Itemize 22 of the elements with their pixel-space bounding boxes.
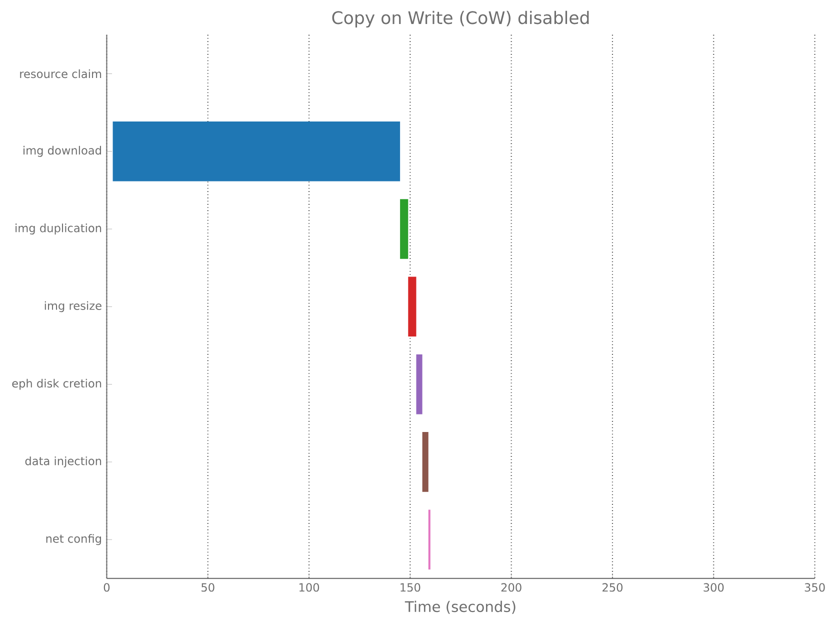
x-tick-label: 150 bbox=[400, 583, 420, 592]
bar bbox=[416, 354, 422, 414]
x-tick-label: 350 bbox=[804, 583, 825, 592]
y-tick-label: eph disk cretion bbox=[12, 378, 102, 390]
x-tick-label: 250 bbox=[602, 583, 623, 592]
x-tick-label: 200 bbox=[501, 583, 522, 592]
y-tick-label: img duplication bbox=[16, 223, 102, 234]
bar bbox=[112, 121, 400, 182]
bar bbox=[422, 432, 428, 492]
x-tick-label: 300 bbox=[704, 583, 724, 592]
y-tick-label: resource claim bbox=[20, 69, 102, 78]
x-axis-title: Time (seconds) bbox=[404, 600, 516, 614]
y-tick-label: img download bbox=[24, 146, 101, 157]
x-tick-label: 0 bbox=[104, 583, 110, 592]
y-tick-label: img resize bbox=[44, 301, 102, 312]
bar bbox=[408, 276, 416, 336]
chart-title: Copy on Write (CoW) disabled bbox=[332, 10, 589, 28]
y-tick-label: data injection bbox=[25, 456, 102, 468]
bar bbox=[400, 199, 408, 259]
y-tick-label: net config bbox=[46, 534, 101, 545]
x-tick-label: 50 bbox=[202, 583, 214, 592]
x-tick-label: 100 bbox=[299, 583, 320, 592]
